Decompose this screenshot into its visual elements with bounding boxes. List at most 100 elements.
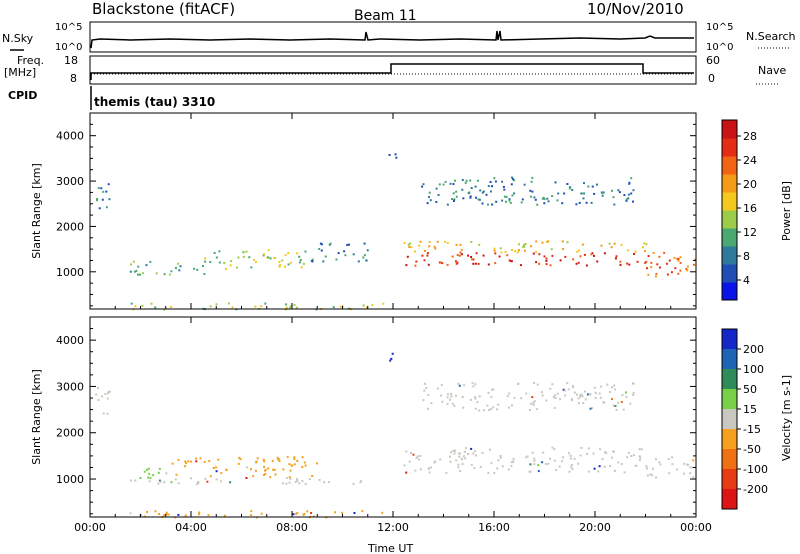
colorbar-tick-label: -200	[743, 483, 768, 496]
colorbar-tick-label: 12	[743, 226, 757, 239]
data-cell	[459, 470, 462, 472]
data-cell	[421, 254, 424, 257]
data-cell	[129, 270, 132, 273]
data-cell	[439, 458, 442, 461]
data-cell	[198, 511, 201, 514]
data-cell	[532, 252, 535, 255]
data-cell	[482, 254, 485, 257]
data-cell	[453, 198, 456, 201]
data-cell	[567, 452, 570, 455]
data-cell	[152, 474, 155, 477]
data-cell	[671, 463, 674, 465]
data-cell	[462, 197, 465, 200]
data-cell	[572, 258, 575, 261]
data-cell	[267, 249, 270, 252]
data-cell	[177, 482, 180, 485]
ytick-label: 3000	[56, 175, 84, 188]
data-cell	[615, 255, 618, 258]
data-cell	[567, 388, 570, 391]
data-cell	[529, 463, 532, 466]
colorbar-frame	[721, 328, 738, 510]
data-cell	[422, 399, 425, 402]
data-cell	[499, 247, 502, 250]
data-cell	[335, 258, 338, 261]
colorbar-tick-label: 20	[743, 178, 757, 191]
data-cell	[453, 200, 455, 202]
data-cell	[421, 185, 424, 188]
data-cell	[588, 393, 591, 395]
data-cell	[316, 462, 319, 465]
data-cell	[531, 451, 534, 454]
data-cell	[671, 456, 674, 459]
data-cell	[460, 248, 463, 251]
data-cell	[533, 459, 536, 462]
data-cell	[679, 269, 682, 272]
data-cell	[390, 357, 393, 360]
data-cell	[278, 265, 281, 268]
data-cell	[511, 194, 514, 197]
data-cell	[590, 253, 593, 256]
data-cell	[546, 197, 549, 200]
data-cell	[286, 455, 289, 458]
data-cell	[394, 153, 397, 156]
data-cell	[487, 263, 490, 266]
data-cell	[423, 389, 426, 392]
ytick-label: 4000	[56, 130, 84, 143]
data-cell	[538, 262, 541, 265]
data-cell	[632, 394, 635, 396]
data-cell	[177, 513, 180, 516]
data-cell	[614, 257, 617, 260]
xtick-label: 12:00	[377, 521, 409, 534]
data-cell	[460, 457, 463, 460]
data-cell	[537, 470, 540, 473]
data-cell	[605, 451, 608, 454]
data-cell	[202, 265, 204, 268]
data-cell	[428, 191, 431, 194]
data-cell	[301, 456, 304, 459]
data-cell	[551, 446, 554, 449]
ytick-label: 3000	[56, 380, 84, 393]
data-cell	[253, 259, 256, 261]
colorbar-segment	[722, 349, 737, 370]
data-cell	[174, 478, 177, 481]
data-cell	[487, 203, 489, 206]
data-cell	[638, 455, 641, 458]
data-cell	[562, 248, 565, 251]
data-cell	[470, 256, 473, 258]
data-cell	[581, 395, 584, 398]
data-cell	[549, 387, 552, 390]
data-cell	[242, 255, 245, 258]
data-cell	[459, 452, 461, 455]
data-cell	[489, 181, 492, 183]
colorbar-segment	[722, 469, 737, 490]
data-cell	[412, 453, 415, 456]
data-cell	[256, 457, 259, 460]
data-cell	[650, 261, 653, 264]
data-cell	[425, 387, 428, 389]
data-cell	[419, 468, 422, 471]
data-cell	[424, 250, 426, 252]
cpid-label: CPID	[8, 89, 37, 102]
data-cell	[561, 460, 564, 463]
data-cell	[209, 305, 212, 308]
data-cell	[278, 460, 281, 463]
data-cell	[497, 459, 500, 462]
data-cell	[512, 457, 515, 460]
colorbar-segment	[722, 246, 737, 265]
data-cell	[213, 252, 216, 254]
data-cell	[269, 476, 272, 479]
data-cell	[508, 198, 511, 201]
data-cell	[264, 472, 267, 475]
data-cell	[298, 482, 301, 485]
plot-background	[90, 317, 696, 517]
data-cell	[629, 402, 632, 405]
data-cell	[329, 242, 332, 245]
data-cell	[623, 471, 626, 474]
data-cell	[360, 480, 363, 483]
data-cell	[663, 251, 666, 254]
colorbar-segment	[722, 489, 737, 510]
data-cell	[246, 466, 249, 469]
data-cell	[472, 452, 475, 455]
data-cell	[666, 273, 669, 276]
data-cell	[279, 264, 281, 267]
